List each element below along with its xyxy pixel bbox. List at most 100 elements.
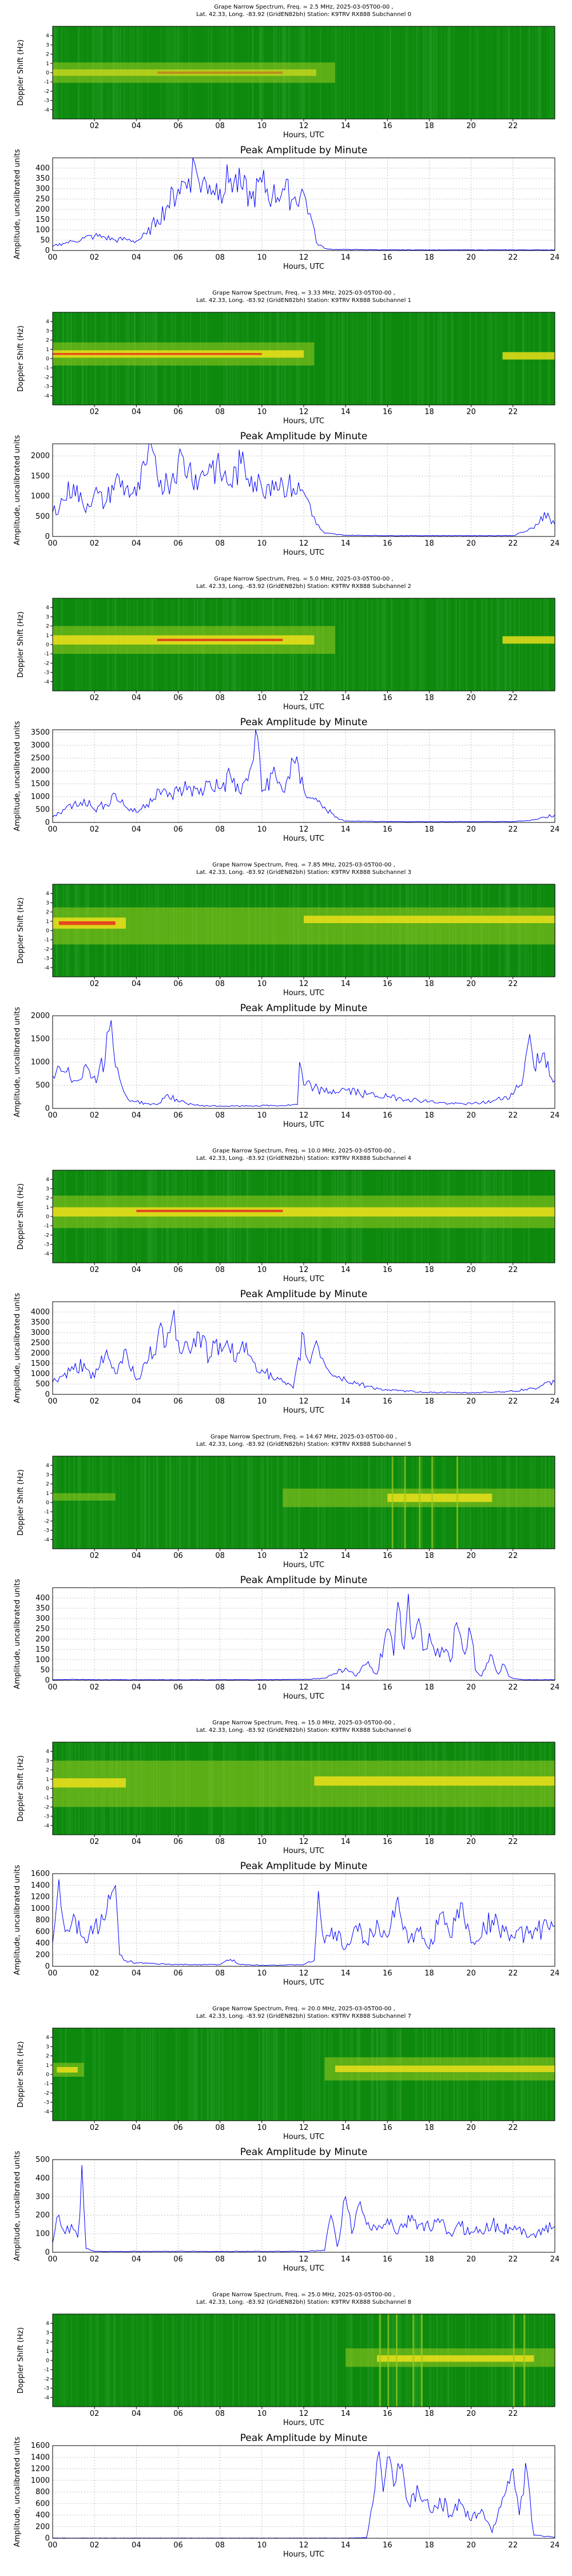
- y-tick-label: -4: [44, 2395, 49, 2401]
- plot-frame: [52, 1015, 555, 1109]
- y-axis-label: Amplitude, uncalibrated units: [13, 1293, 22, 1403]
- x-tick-label: 16: [383, 2410, 392, 2418]
- noise-stripe: [508, 598, 509, 691]
- noise-stripe: [113, 2314, 116, 2407]
- x-axis-label: Hours, UTC: [283, 1692, 324, 1701]
- y-axis-label: Doppler Shift (Hz): [17, 897, 25, 964]
- noise-stripe: [143, 2028, 145, 2121]
- noise-stripe: [206, 2028, 209, 2121]
- y-tick-label: -2: [44, 2376, 49, 2382]
- doppler-streak: [395, 2314, 398, 2407]
- y-tick-label: 150: [35, 1645, 50, 1654]
- noise-stripe: [436, 26, 438, 119]
- x-tick-label: 14: [341, 980, 351, 988]
- noise-stripe: [265, 2028, 268, 2121]
- chart-title: Lat. 42.33, Long. -83.92 (GridEN82bh) St…: [196, 11, 411, 18]
- x-tick-label: 12: [299, 694, 309, 702]
- chart-title: Peak Amplitude by Minute: [240, 431, 368, 442]
- noise-stripe: [444, 26, 446, 119]
- noise-stripe: [538, 26, 539, 119]
- noise-stripe: [93, 2028, 95, 2121]
- x-tick-label: 06: [173, 825, 183, 834]
- x-tick-label: 06: [173, 1969, 183, 1978]
- x-tick-label: 22: [509, 1111, 518, 1120]
- noise-stripe: [121, 1456, 123, 1549]
- noise-stripe: [103, 2028, 104, 2121]
- noise-stripe: [521, 598, 522, 691]
- noise-stripe: [444, 312, 446, 405]
- amplitude-panel: Peak Amplitude by Minute0500100015002000…: [13, 431, 559, 557]
- x-tick-label: 04: [132, 1838, 141, 1846]
- noise-stripe: [210, 2028, 213, 2121]
- noise-stripe: [498, 598, 499, 691]
- noise-stripe: [482, 312, 484, 405]
- x-tick-label: 02: [90, 408, 100, 416]
- noise-stripe: [474, 26, 476, 119]
- spectrogram-panel: Grape Narrow Spectrum, Freq. = 20.0 MHz,…: [17, 2006, 555, 2141]
- y-axis-label: Doppler Shift (Hz): [17, 39, 25, 106]
- noise-stripe: [339, 598, 341, 691]
- x-tick-label: 02: [90, 1111, 100, 1120]
- noise-stripe: [439, 312, 441, 405]
- y-axis-label: Doppler Shift (Hz): [17, 2327, 25, 2394]
- y-tick-label: 4: [46, 319, 49, 325]
- noise-stripe: [441, 312, 443, 405]
- noise-stripe: [124, 1456, 125, 1549]
- x-tick-label: 14: [341, 1838, 351, 1846]
- noise-stripe: [484, 598, 487, 691]
- noise-stripe: [275, 2028, 277, 2121]
- noise-stripe: [132, 2028, 133, 2121]
- y-tick-label: 1500: [31, 472, 50, 480]
- noise-stripe: [428, 26, 430, 119]
- noise-stripe: [131, 2028, 132, 2121]
- doppler-streak: [431, 1456, 434, 1549]
- noise-stripe: [440, 312, 442, 405]
- chart-title: Lat. 42.33, Long. -83.92 (GridEN82bh) St…: [196, 297, 411, 304]
- noise-stripe: [271, 2314, 272, 2407]
- noise-stripe: [355, 26, 357, 119]
- plot-frame: [52, 2159, 555, 2253]
- x-tick-label: 02: [90, 2410, 100, 2418]
- noise-stripe: [510, 598, 511, 691]
- noise-stripe: [431, 26, 433, 119]
- noise-stripe: [165, 1456, 168, 1549]
- noise-stripe: [92, 1456, 93, 1549]
- noise-stripe: [204, 1456, 206, 1549]
- y-tick-label: -1: [44, 79, 49, 85]
- noise-stripe: [104, 2314, 105, 2407]
- noise-stripe: [311, 2314, 313, 2407]
- noise-stripe: [266, 2028, 267, 2121]
- noise-stripe: [409, 598, 411, 691]
- x-tick-label: 20: [466, 2255, 476, 2264]
- noise-stripe: [257, 2314, 260, 2407]
- noise-stripe: [395, 26, 396, 119]
- noise-stripe: [425, 26, 426, 119]
- noise-stripe: [173, 2314, 175, 2407]
- y-tick-label: 0: [45, 1390, 50, 1399]
- y-tick-label: 3: [46, 900, 49, 906]
- noise-stripe: [77, 1456, 80, 1549]
- y-axis-label: Doppler Shift (Hz): [17, 611, 25, 678]
- noise-stripe: [406, 26, 407, 119]
- noise-stripe: [156, 1456, 158, 1549]
- noise-stripe: [178, 2028, 181, 2121]
- noise-stripe: [54, 1456, 55, 1549]
- x-tick-label: 12: [299, 1838, 309, 1846]
- noise-stripe: [185, 2314, 187, 2407]
- y-tick-label: 1000: [31, 1370, 50, 1378]
- noise-stripe: [422, 312, 424, 405]
- noise-stripe: [510, 598, 511, 691]
- y-tick-label: 2: [46, 338, 49, 344]
- noise-stripe: [134, 2028, 136, 2121]
- noise-stripe: [98, 2028, 100, 2121]
- y-tick-label: 2: [46, 52, 49, 58]
- x-tick-label: 18: [424, 1552, 434, 1560]
- noise-stripe: [285, 2314, 287, 2407]
- y-tick-label: 1: [46, 347, 49, 353]
- noise-stripe: [104, 2028, 105, 2121]
- noise-stripe: [364, 312, 366, 405]
- y-tick-label: 3500: [31, 1318, 50, 1327]
- y-tick-label: -4: [44, 1537, 49, 1543]
- x-tick-label: 22: [509, 122, 518, 130]
- chart-title: Lat. 42.33, Long. -83.92 (GridEN82bh) St…: [196, 583, 411, 590]
